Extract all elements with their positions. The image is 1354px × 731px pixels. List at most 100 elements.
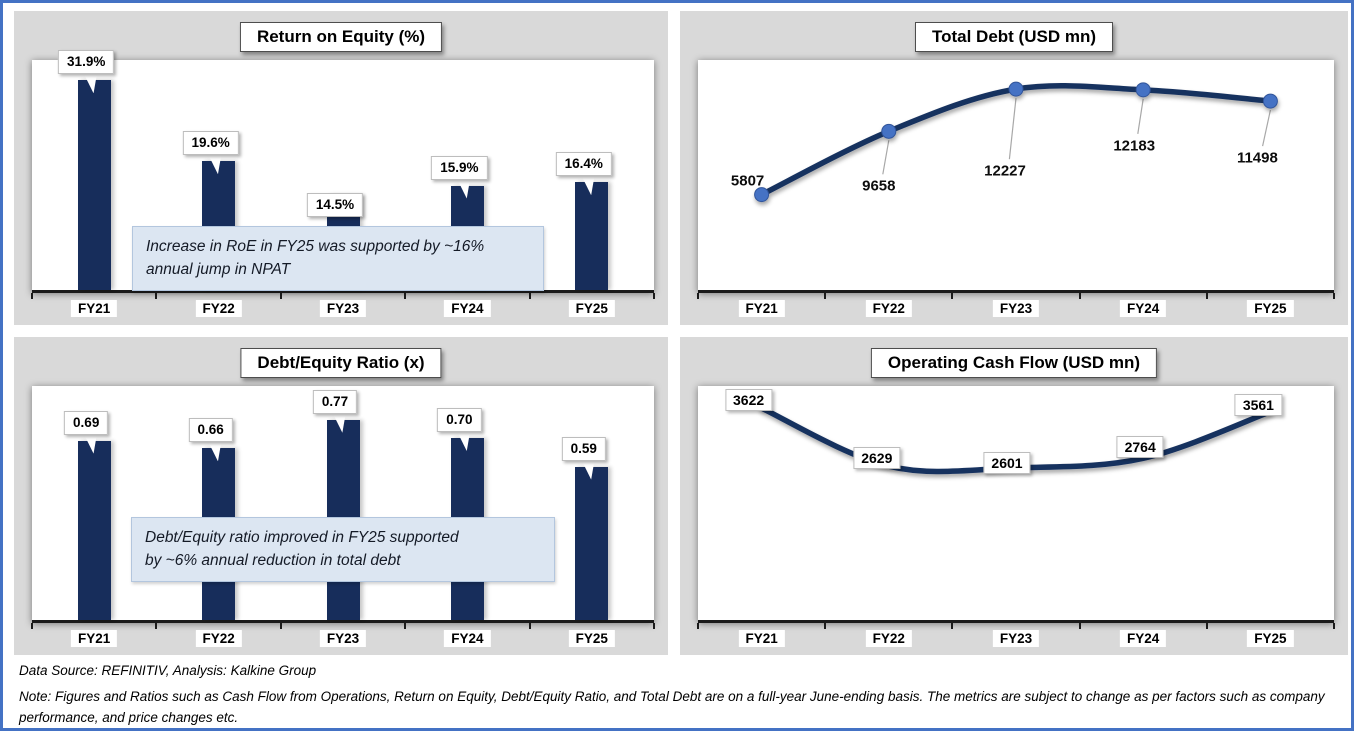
bar-FY25 xyxy=(575,182,609,290)
annotation-box-de-ratio: Debt/Equity ratio improved in FY25 suppo… xyxy=(131,517,555,582)
axis-tick xyxy=(697,293,699,299)
data-source-line: Data Source: REFINITIV, Analysis: Kalkin… xyxy=(19,663,317,678)
data-label: 11498 xyxy=(1236,149,1278,167)
data-point-marker xyxy=(1262,93,1278,109)
label-leader-line xyxy=(882,140,890,175)
x-axis-label-FY21: FY21 xyxy=(71,630,118,647)
axis-tick xyxy=(1078,293,1081,299)
axis-tick xyxy=(824,623,827,629)
bar-FY21 xyxy=(77,80,111,290)
x-axis-label-FY22: FY22 xyxy=(865,300,912,317)
x-axis-label-FY21: FY21 xyxy=(738,630,785,647)
axis-tick xyxy=(404,293,407,299)
x-axis-label-FY24: FY24 xyxy=(444,630,491,647)
x-axis-label-FY25: FY25 xyxy=(1247,630,1294,647)
data-label-callout: 0.77 xyxy=(312,389,358,414)
label-leader-line xyxy=(1008,98,1017,160)
x-axis-label-FY24: FY24 xyxy=(1120,630,1167,647)
axis-tick xyxy=(279,293,282,299)
data-label: 2629 xyxy=(853,447,901,470)
data-label-callout: 0.66 xyxy=(188,418,233,443)
data-label: 9658 xyxy=(862,177,896,195)
data-label-callout: 14.5% xyxy=(306,192,364,217)
plot-area-roe: Increase in RoE in FY25 was supported by… xyxy=(31,50,655,299)
line-series xyxy=(754,81,1278,203)
x-axis-label-FY24: FY24 xyxy=(444,300,491,317)
axis-tick xyxy=(31,623,33,629)
x-axis-label-FY23: FY23 xyxy=(992,300,1040,317)
data-label-callout: 0.70 xyxy=(437,408,482,432)
axis-tick xyxy=(404,623,407,629)
chart-title-de-ratio: Debt/Equity Ratio (x) xyxy=(240,348,442,378)
panel-operating-cash-flow: Operating Cash Flow (USD mn) 3622 2629 260… xyxy=(680,337,1348,655)
axis-tick xyxy=(1333,293,1335,299)
axis-tick xyxy=(155,293,158,299)
data-label: 3622 xyxy=(725,389,773,412)
data-point-marker xyxy=(1135,82,1151,98)
bar-FY25 xyxy=(575,466,609,620)
data-label-callout: 16.4% xyxy=(555,152,612,177)
bar-FY21 xyxy=(77,440,111,620)
axis-tick xyxy=(697,623,699,629)
axis-tick xyxy=(1078,623,1081,629)
data-label: 12227 xyxy=(984,162,1026,180)
x-axis-label-FY23: FY23 xyxy=(992,630,1040,647)
x-axis-label-FY21: FY21 xyxy=(738,300,785,317)
x-axis-labels-de-ratio: FY21 FY22 FY23 FY24 FY25 xyxy=(32,626,654,652)
data-point-marker xyxy=(881,123,897,139)
data-label: 12183 xyxy=(1113,137,1156,155)
axis-tick xyxy=(528,293,531,299)
footer: Data Source: REFINITIV, Analysis: Kalkin… xyxy=(19,661,1331,728)
label-leader-line xyxy=(1137,98,1144,134)
x-axis-labels-total-debt: FY21 FY22 FY23 FY24 FY25 xyxy=(698,296,1334,322)
x-axis-labels-ocf: FY21 FY22 FY23 FY24 FY25 xyxy=(698,626,1334,652)
axis-tick xyxy=(279,623,282,629)
data-label-callout: 0.59 xyxy=(561,436,606,461)
data-point-marker xyxy=(1008,81,1024,97)
note-line: Note: Figures and Ratios such as Cash Fl… xyxy=(19,688,1325,725)
x-axis-label-FY22: FY22 xyxy=(195,630,242,647)
x-axis-label-FY23: FY23 xyxy=(319,300,367,317)
data-label: 3561 xyxy=(1234,393,1282,416)
x-axis-label-FY21: FY21 xyxy=(71,300,118,317)
data-label: 5807 xyxy=(730,172,765,190)
x-axis-label-FY25: FY25 xyxy=(568,630,615,647)
axis-tick xyxy=(951,623,954,629)
data-label-callout: 31.9% xyxy=(58,50,115,75)
axis-tick xyxy=(951,293,954,299)
axis-tick xyxy=(824,293,827,299)
x-axis-label-FY25: FY25 xyxy=(568,300,615,317)
axis-tick xyxy=(653,293,655,299)
data-point-marker xyxy=(754,187,770,203)
data-label: 2601 xyxy=(983,451,1031,474)
axis-tick xyxy=(1205,293,1208,299)
label-leader-line xyxy=(1262,109,1271,147)
chart-title-total-debt: Total Debt (USD mn) xyxy=(914,22,1114,52)
panel-total-debt: Total Debt (USD mn) 5807 9658 12227 12183 11… xyxy=(680,11,1348,325)
panel-debt-equity-ratio: Debt/Equity Ratio (x) Debt/Equity ratio … xyxy=(14,337,668,655)
axis-tick xyxy=(31,293,33,299)
axis-tick xyxy=(653,623,655,629)
axis-tick xyxy=(1205,623,1208,629)
line-series xyxy=(758,405,1274,475)
chart-title-roe: Return on Equity (%) xyxy=(239,22,443,52)
x-axis-labels-roe: FY21 FY22 FY23 FY24 FY25 xyxy=(32,296,654,322)
x-axis-label-FY24: FY24 xyxy=(1120,300,1167,317)
x-axis-label-FY22: FY22 xyxy=(195,300,242,317)
data-label-callout: 0.69 xyxy=(64,410,109,435)
x-axis-label-FY23: FY23 xyxy=(319,630,367,647)
plot-area-de-ratio: Debt/Equity ratio improved in FY25 suppo… xyxy=(31,386,655,629)
plot-area-total-debt: 5807 9658 12227 12183 11498 xyxy=(697,60,1335,299)
axis-tick xyxy=(155,623,158,629)
data-label: 2764 xyxy=(1116,436,1164,459)
x-axis-label-FY22: FY22 xyxy=(865,630,912,647)
data-label-callout: 15.9% xyxy=(431,155,488,180)
plot-area-ocf: 3622 2629 2601 2764 3561 xyxy=(697,386,1335,629)
x-axis-label-FY25: FY25 xyxy=(1247,300,1294,317)
axis-tick xyxy=(528,623,531,629)
chart-title-ocf: Operating Cash Flow (USD mn) xyxy=(870,348,1158,378)
panel-return-on-equity: Return on Equity (%) Increase in RoE in … xyxy=(14,11,668,325)
data-label-callout: 19.6% xyxy=(182,131,239,156)
annotation-box-roe: Increase in RoE in FY25 was supported by… xyxy=(132,226,544,291)
